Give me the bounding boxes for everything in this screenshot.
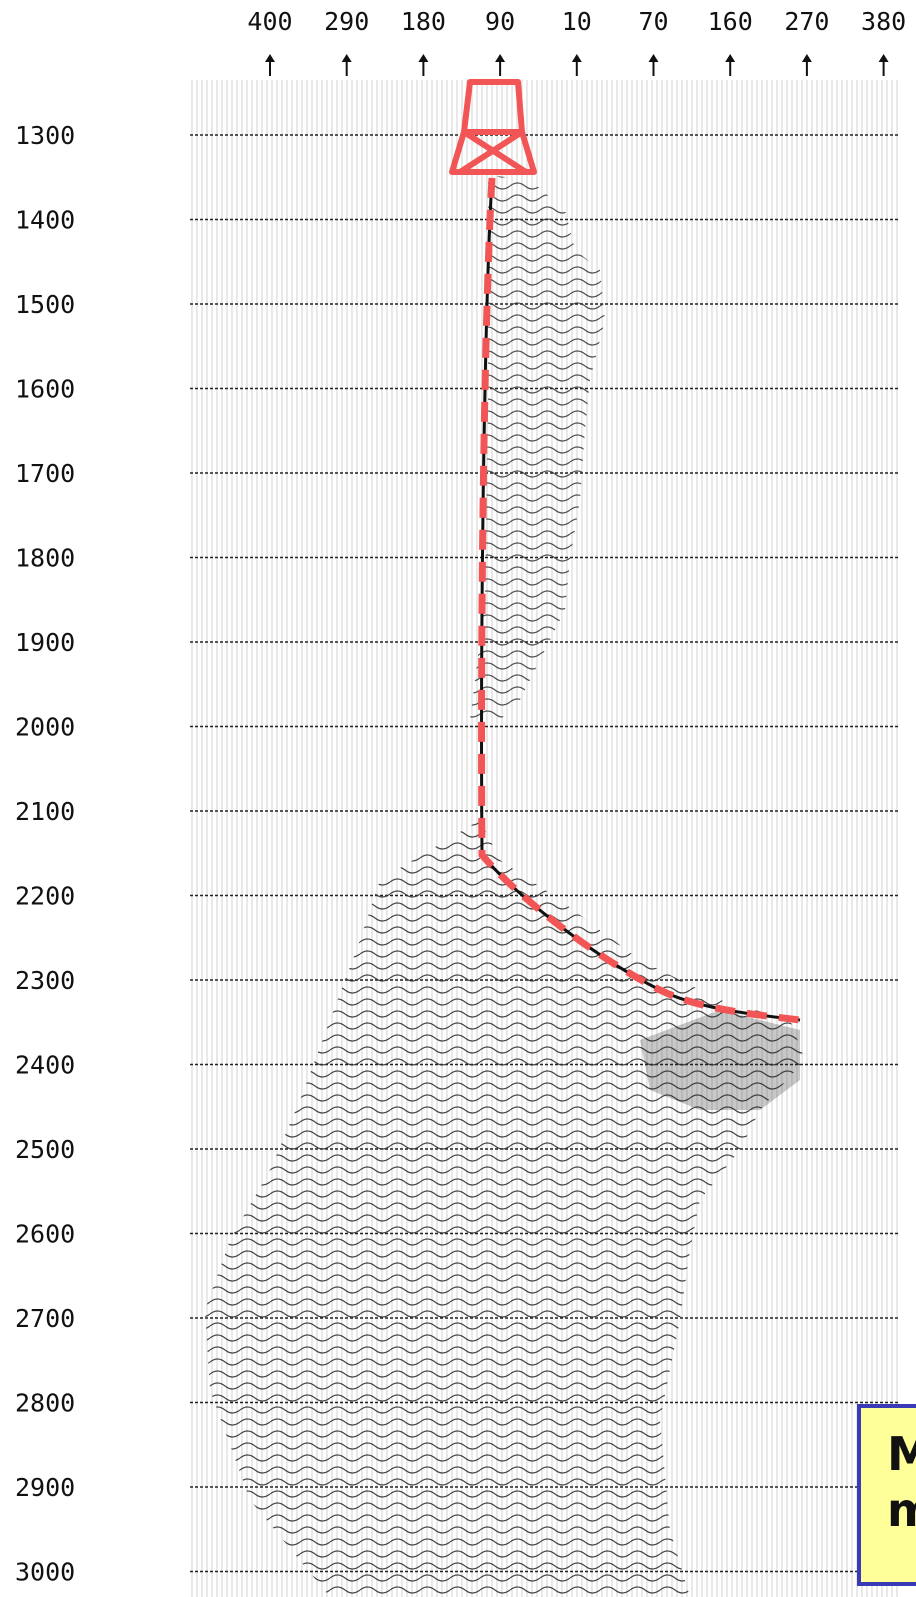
- up-arrow-icon: [265, 54, 275, 76]
- offset-label-290: 290: [324, 7, 369, 36]
- right-lobe: [640, 1010, 800, 1110]
- depth-label-2300: 2300: [15, 966, 75, 995]
- offset-label-10: 10: [562, 7, 592, 36]
- annotation-line-2: m: [887, 1482, 916, 1538]
- up-arrow-icon: [725, 54, 736, 76]
- depth-label-2200: 2200: [15, 882, 75, 911]
- depth-label-1300: 1300: [15, 121, 75, 150]
- up-arrow-icon: [418, 54, 429, 76]
- well-trajectory: [478, 177, 801, 1024]
- trajectory-dashed: [478, 177, 801, 1024]
- offset-label-270: 270: [784, 7, 829, 36]
- depth-label-2800: 2800: [15, 1389, 75, 1418]
- depth-label-1700: 1700: [15, 459, 75, 488]
- depth-label-2700: 2700: [15, 1304, 75, 1333]
- up-arrow-icon: [648, 54, 659, 76]
- upper-energy-zone: [470, 175, 605, 720]
- up-arrow-icon: [801, 54, 812, 76]
- up-arrow-icon: [878, 54, 889, 76]
- depth-label-2600: 2600: [15, 1220, 75, 1249]
- depth-label-1500: 1500: [15, 290, 75, 319]
- up-arrow-icon: [495, 54, 506, 76]
- depth-label-1900: 1900: [15, 628, 75, 657]
- offset-label-70: 70: [638, 7, 668, 36]
- offset-label-380: 380: [861, 7, 906, 36]
- annotation-box: M m: [857, 1404, 916, 1586]
- depth-label-2000: 2000: [15, 713, 75, 742]
- depth-label-1600: 1600: [15, 375, 75, 404]
- depth-axis: 1300 1400 1500 1600 1700 1800 1900 2000 2100 2200…: [15, 121, 75, 1587]
- up-arrow-icon: [571, 54, 582, 76]
- annotation-line-1: M: [887, 1426, 916, 1482]
- depth-label-1800: 1800: [15, 544, 75, 573]
- lower-energy-zone: [205, 820, 805, 1597]
- depth-label-2500: 2500: [15, 1135, 75, 1164]
- offset-label-160: 160: [708, 7, 753, 36]
- depth-label-2100: 2100: [15, 797, 75, 826]
- depth-label-3000: 3000: [15, 1558, 75, 1587]
- depth-label-2900: 2900: [15, 1473, 75, 1502]
- offset-axis: 400290180901070160270380490: [247, 7, 906, 76]
- drilling-rig-icon: [449, 79, 537, 175]
- up-arrow-icon: [341, 54, 352, 76]
- depth-label-1400: 1400: [15, 206, 75, 235]
- offset-label-400: 400: [247, 7, 292, 36]
- offset-label-90: 90: [485, 7, 515, 36]
- offset-label-180: 180: [401, 7, 446, 36]
- depth-label-2400: 2400: [15, 1051, 75, 1080]
- reflection-energy: [205, 175, 805, 1597]
